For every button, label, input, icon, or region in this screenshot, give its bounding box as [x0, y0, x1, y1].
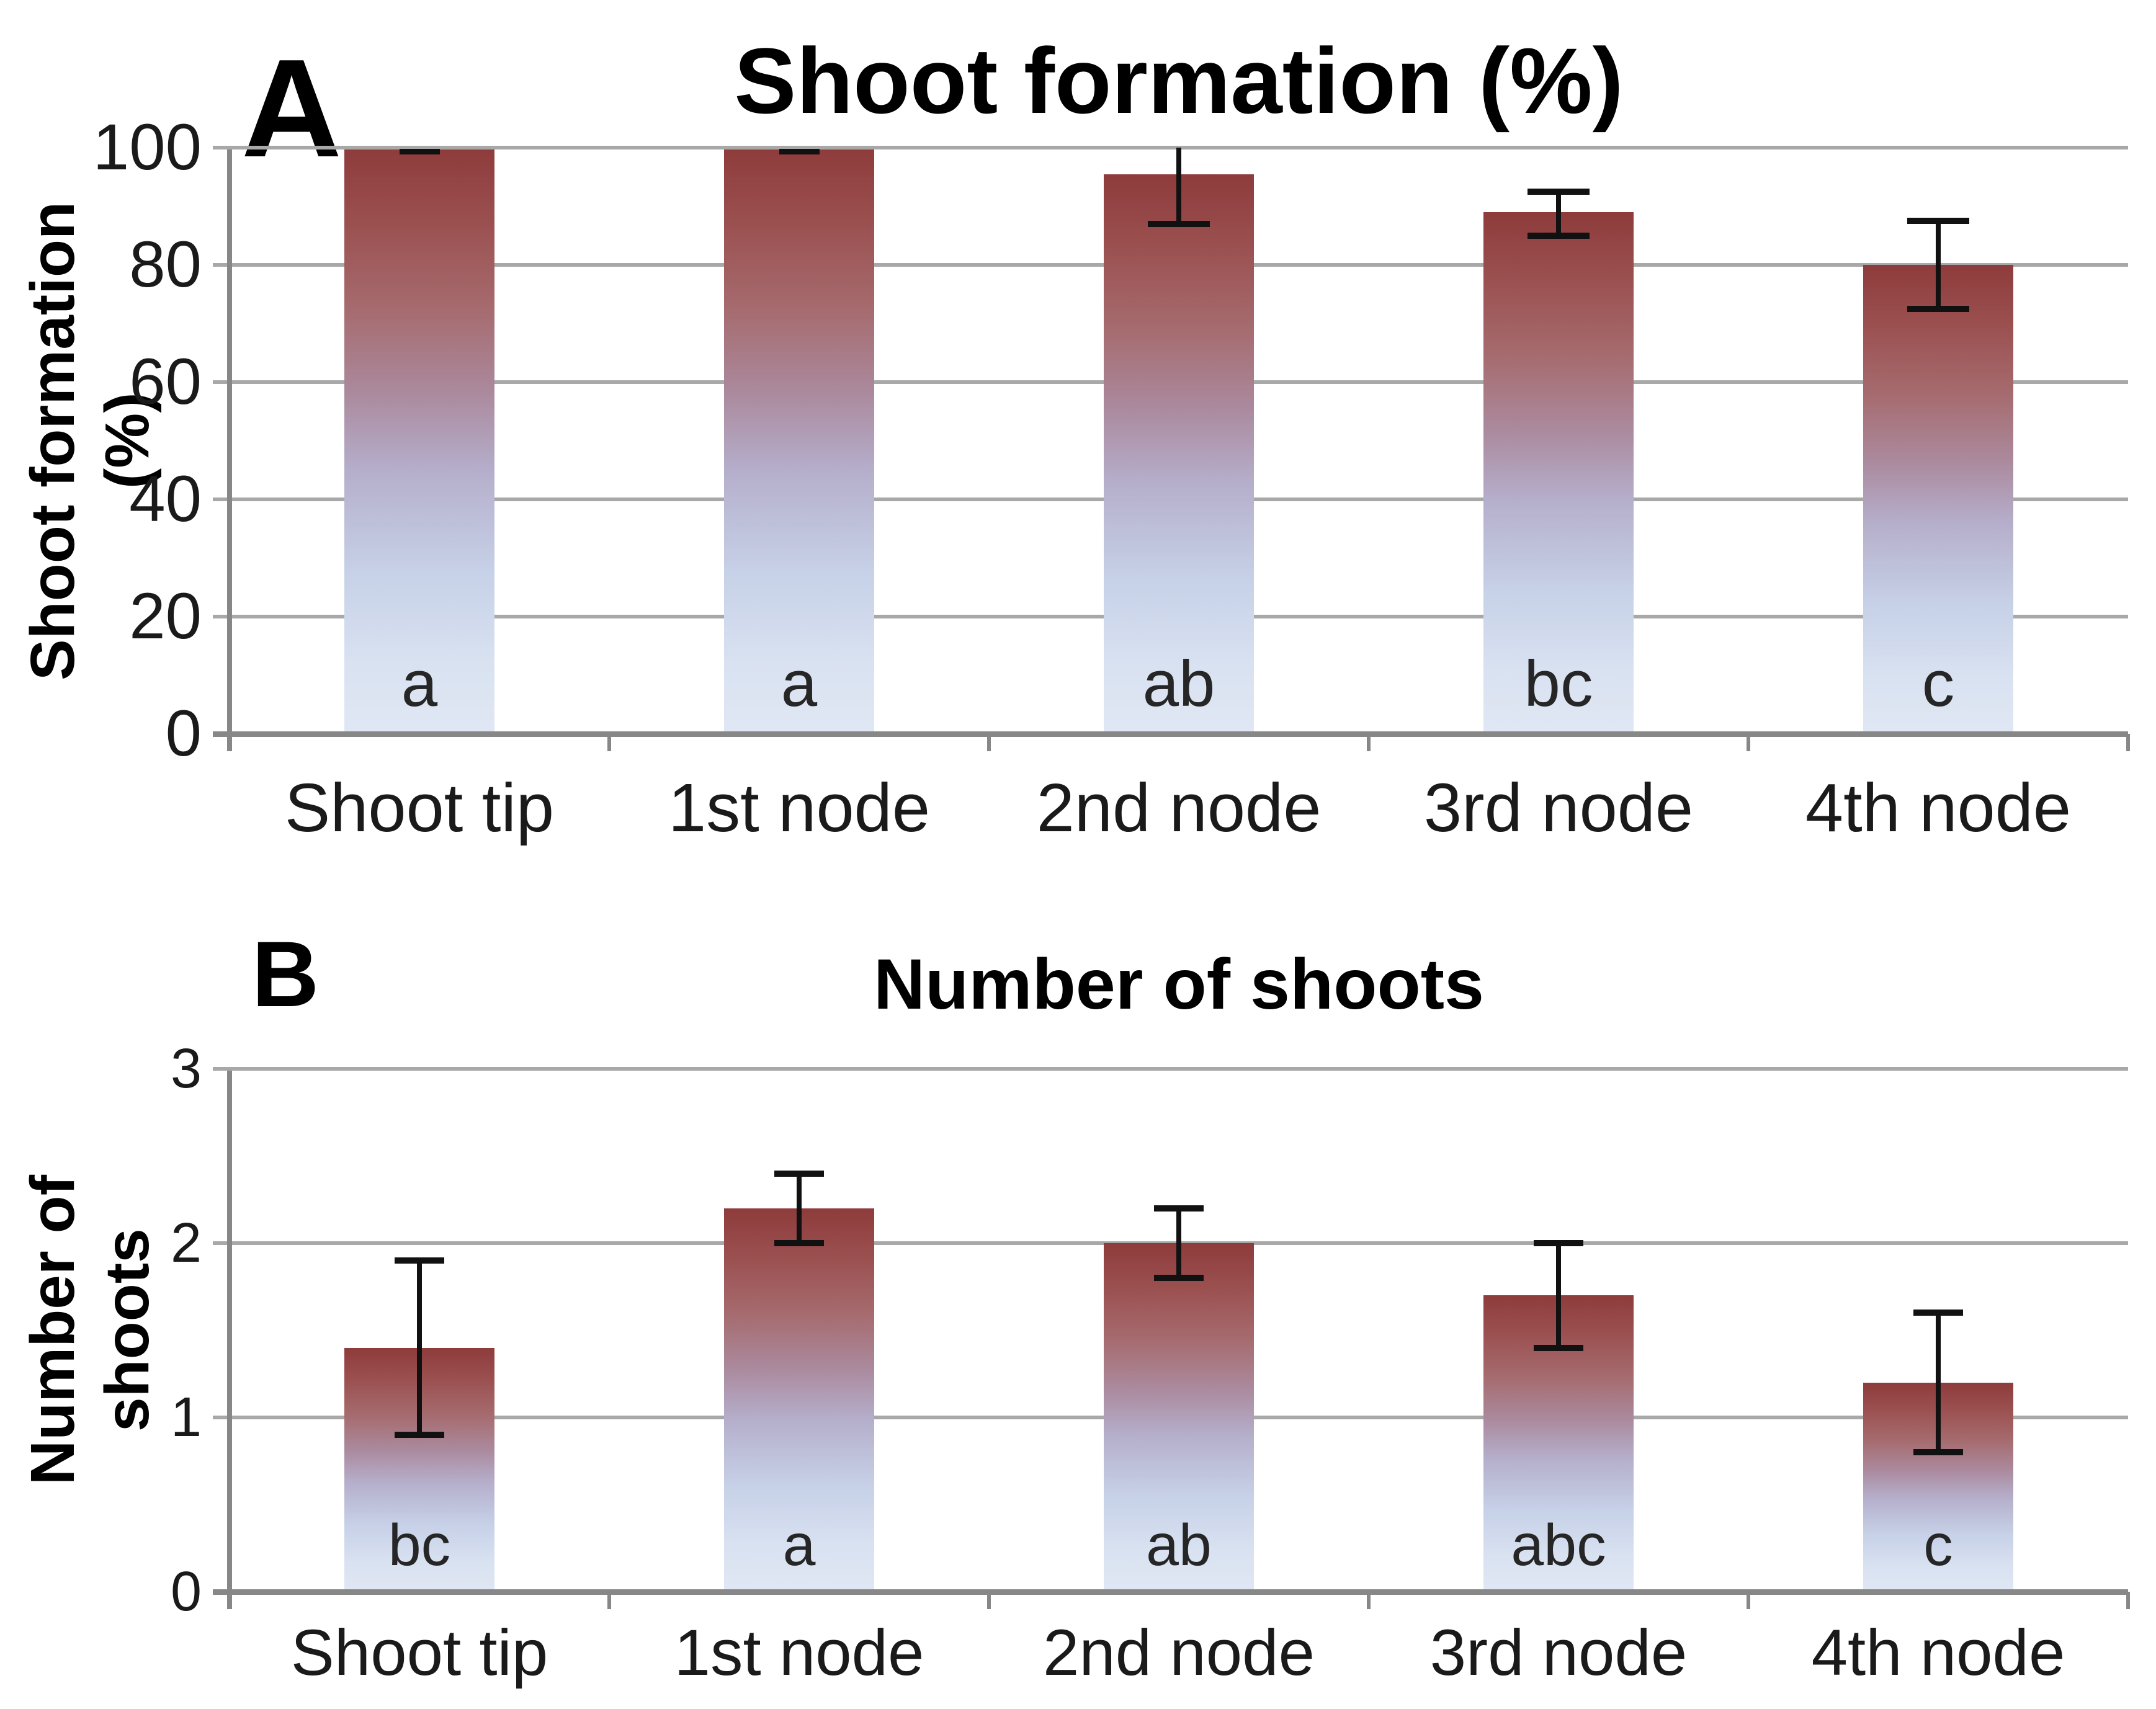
x-axis-tick	[2126, 1592, 2130, 1609]
y-tick-label-60: 60	[129, 346, 202, 418]
error-cap-top-3rd-node	[1534, 1240, 1583, 1246]
error-whisker-4th-node	[1936, 221, 1941, 309]
bar-2nd-node	[1104, 1243, 1254, 1592]
bar-shoot-tip	[344, 148, 494, 734]
x-axis-tick	[607, 1592, 611, 1609]
x-category-label-1st-node: 1st node	[674, 1617, 924, 1689]
y-tick-label-3: 3	[170, 1038, 202, 1100]
sig-letter-2nd-node: ab	[1142, 648, 1215, 720]
x-category-label-shoot-tip: Shoot tip	[290, 1617, 548, 1689]
y-tick-label-0: 0	[165, 697, 202, 770]
x-category-label-shoot-tip: Shoot tip	[284, 770, 555, 846]
error-cap-bottom-4th-node	[1913, 1449, 1963, 1456]
x-category-label-4th-node: 4th node	[1811, 1617, 2065, 1689]
y-axis-line	[227, 1069, 232, 1609]
gridline-0	[213, 731, 2128, 737]
error-cap-bottom-4th-node	[1907, 305, 1969, 312]
x-axis-tick	[1367, 1592, 1371, 1609]
x-axis-tick	[987, 734, 991, 751]
y-tick-label-40: 40	[129, 463, 202, 535]
x-axis-tick	[1747, 734, 1750, 751]
bar-3rd-node	[1483, 212, 1634, 734]
chart-b-y-axis-title: Number of shoots	[18, 1175, 162, 1486]
error-cap-bottom-2nd-node	[1154, 1275, 1204, 1282]
x-category-label-2nd-node: 2nd node	[1043, 1617, 1315, 1689]
error-cap-top-4th-node	[1907, 218, 1969, 225]
x-axis-tick	[607, 734, 611, 751]
y-tick-label-1: 1	[170, 1386, 202, 1448]
panel-label-a: A	[241, 30, 342, 186]
x-category-label-2nd-node: 2nd node	[1036, 770, 1322, 846]
sig-letter-4th-node: c	[1921, 648, 1955, 720]
chart-b-title: Number of shoots	[874, 945, 1484, 1024]
y-tick-label-0: 0	[170, 1561, 202, 1623]
sig-letter-shoot-tip: bc	[388, 1512, 451, 1578]
x-axis-tick	[2126, 734, 2130, 751]
chart-a-title: Shoot formation (%)	[734, 29, 1624, 133]
error-cap-bottom-2nd-node	[1148, 220, 1210, 227]
sig-letter-shoot-tip: a	[401, 648, 438, 720]
y-tick-label-2: 2	[170, 1212, 202, 1274]
gridline-100	[213, 146, 2128, 149]
chart-b-plot-area: 0 1 2 3 bc Shoot tip a 1st node ab 2nd node abc 3rd…	[171, 1038, 2130, 1687]
y-tick-label-100: 100	[92, 111, 202, 184]
error-whisker-3rd-node	[1556, 191, 1561, 236]
y-tick-label-20: 20	[129, 580, 202, 653]
x-category-label-3rd-node: 3rd node	[1423, 770, 1694, 846]
sig-letter-3rd-node: abc	[1511, 1512, 1606, 1578]
error-cap-bottom-1st-node	[774, 1240, 824, 1246]
error-cap-top-4th-node	[1913, 1310, 1963, 1316]
bar-2nd-node	[1104, 174, 1254, 734]
y-axis-line	[227, 148, 232, 751]
error-whisker-3rd-node	[1556, 1243, 1561, 1348]
x-axis-tick	[1747, 1592, 1750, 1609]
error-cap-top-shoot-tip	[395, 1257, 444, 1264]
x-axis-tick	[987, 1592, 991, 1609]
x-axis-tick	[1367, 734, 1371, 751]
error-cap-top-3rd-node	[1528, 188, 1590, 195]
error-whisker-2nd-node	[1176, 148, 1181, 224]
bar-1st-node	[724, 1208, 874, 1592]
sig-letter-1st-node: a	[782, 1512, 816, 1578]
gridline-0	[213, 1589, 2128, 1595]
sig-letter-1st-node: a	[781, 648, 818, 720]
sig-letter-3rd-node: bc	[1524, 648, 1593, 720]
panel-label-b: B	[251, 922, 320, 1026]
error-cap-shoot-tip	[399, 149, 440, 154]
error-whisker-1st-node	[797, 1173, 802, 1243]
y-tick-label-80: 80	[129, 228, 202, 301]
bar-4th-node	[1863, 265, 2013, 734]
chart-a-plot-area: 0 20 40 60 80 100 a Shoot tip a 1st node ab 2nd nod…	[93, 112, 2130, 842]
error-cap-bottom-3rd-node	[1528, 232, 1590, 239]
bar-1st-node	[724, 148, 874, 734]
error-whisker-2nd-node	[1176, 1208, 1181, 1278]
sig-letter-2nd-node: ab	[1146, 1512, 1212, 1578]
gridline-3	[213, 1067, 2128, 1071]
sig-letter-4th-node: c	[1923, 1512, 1953, 1578]
x-category-label-3rd-node: 3rd node	[1429, 1617, 1688, 1689]
x-category-label-1st-node: 1st node	[668, 770, 930, 846]
error-cap-top-2nd-node	[1154, 1205, 1204, 1211]
error-cap-bottom-3rd-node	[1534, 1344, 1583, 1351]
error-cap-top-1st-node	[774, 1170, 824, 1177]
x-category-label-4th-node: 4th node	[1805, 770, 2072, 846]
error-whisker-shoot-tip	[417, 1261, 422, 1435]
error-whisker-4th-node	[1936, 1313, 1941, 1453]
error-cap-1st-node	[779, 149, 820, 154]
error-cap-bottom-shoot-tip	[395, 1432, 444, 1439]
